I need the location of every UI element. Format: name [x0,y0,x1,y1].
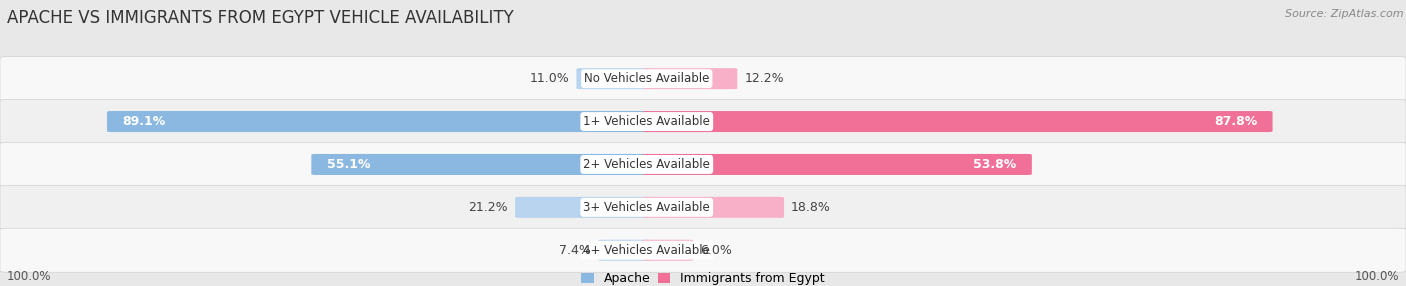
FancyBboxPatch shape [576,68,651,89]
FancyBboxPatch shape [643,240,693,261]
Text: 100.0%: 100.0% [1354,270,1399,283]
Text: No Vehicles Available: No Vehicles Available [583,72,710,85]
Text: Source: ZipAtlas.com: Source: ZipAtlas.com [1285,9,1403,19]
FancyBboxPatch shape [598,240,651,261]
Text: 55.1%: 55.1% [326,158,370,171]
Text: 21.2%: 21.2% [468,201,508,214]
FancyBboxPatch shape [0,100,1406,144]
Text: APACHE VS IMMIGRANTS FROM EGYPT VEHICLE AVAILABILITY: APACHE VS IMMIGRANTS FROM EGYPT VEHICLE … [7,9,513,27]
FancyBboxPatch shape [0,185,1406,229]
Text: 6.0%: 6.0% [700,244,733,257]
Text: 53.8%: 53.8% [973,158,1017,171]
Text: 7.4%: 7.4% [560,244,591,257]
Text: 87.8%: 87.8% [1213,115,1257,128]
FancyBboxPatch shape [311,154,651,175]
Legend: Apache, Immigrants from Egypt: Apache, Immigrants from Egypt [581,273,825,285]
FancyBboxPatch shape [0,142,1406,186]
Text: 11.0%: 11.0% [530,72,569,85]
Text: 89.1%: 89.1% [122,115,166,128]
Text: 12.2%: 12.2% [744,72,785,85]
Text: 18.8%: 18.8% [792,201,831,214]
Text: 100.0%: 100.0% [7,270,52,283]
FancyBboxPatch shape [515,197,651,218]
FancyBboxPatch shape [0,228,1406,272]
Text: 3+ Vehicles Available: 3+ Vehicles Available [583,201,710,214]
FancyBboxPatch shape [643,197,785,218]
Text: 4+ Vehicles Available: 4+ Vehicles Available [583,244,710,257]
Text: 1+ Vehicles Available: 1+ Vehicles Available [583,115,710,128]
FancyBboxPatch shape [643,154,1032,175]
FancyBboxPatch shape [107,111,651,132]
Text: 2+ Vehicles Available: 2+ Vehicles Available [583,158,710,171]
FancyBboxPatch shape [643,111,1272,132]
FancyBboxPatch shape [643,68,737,89]
FancyBboxPatch shape [0,57,1406,101]
